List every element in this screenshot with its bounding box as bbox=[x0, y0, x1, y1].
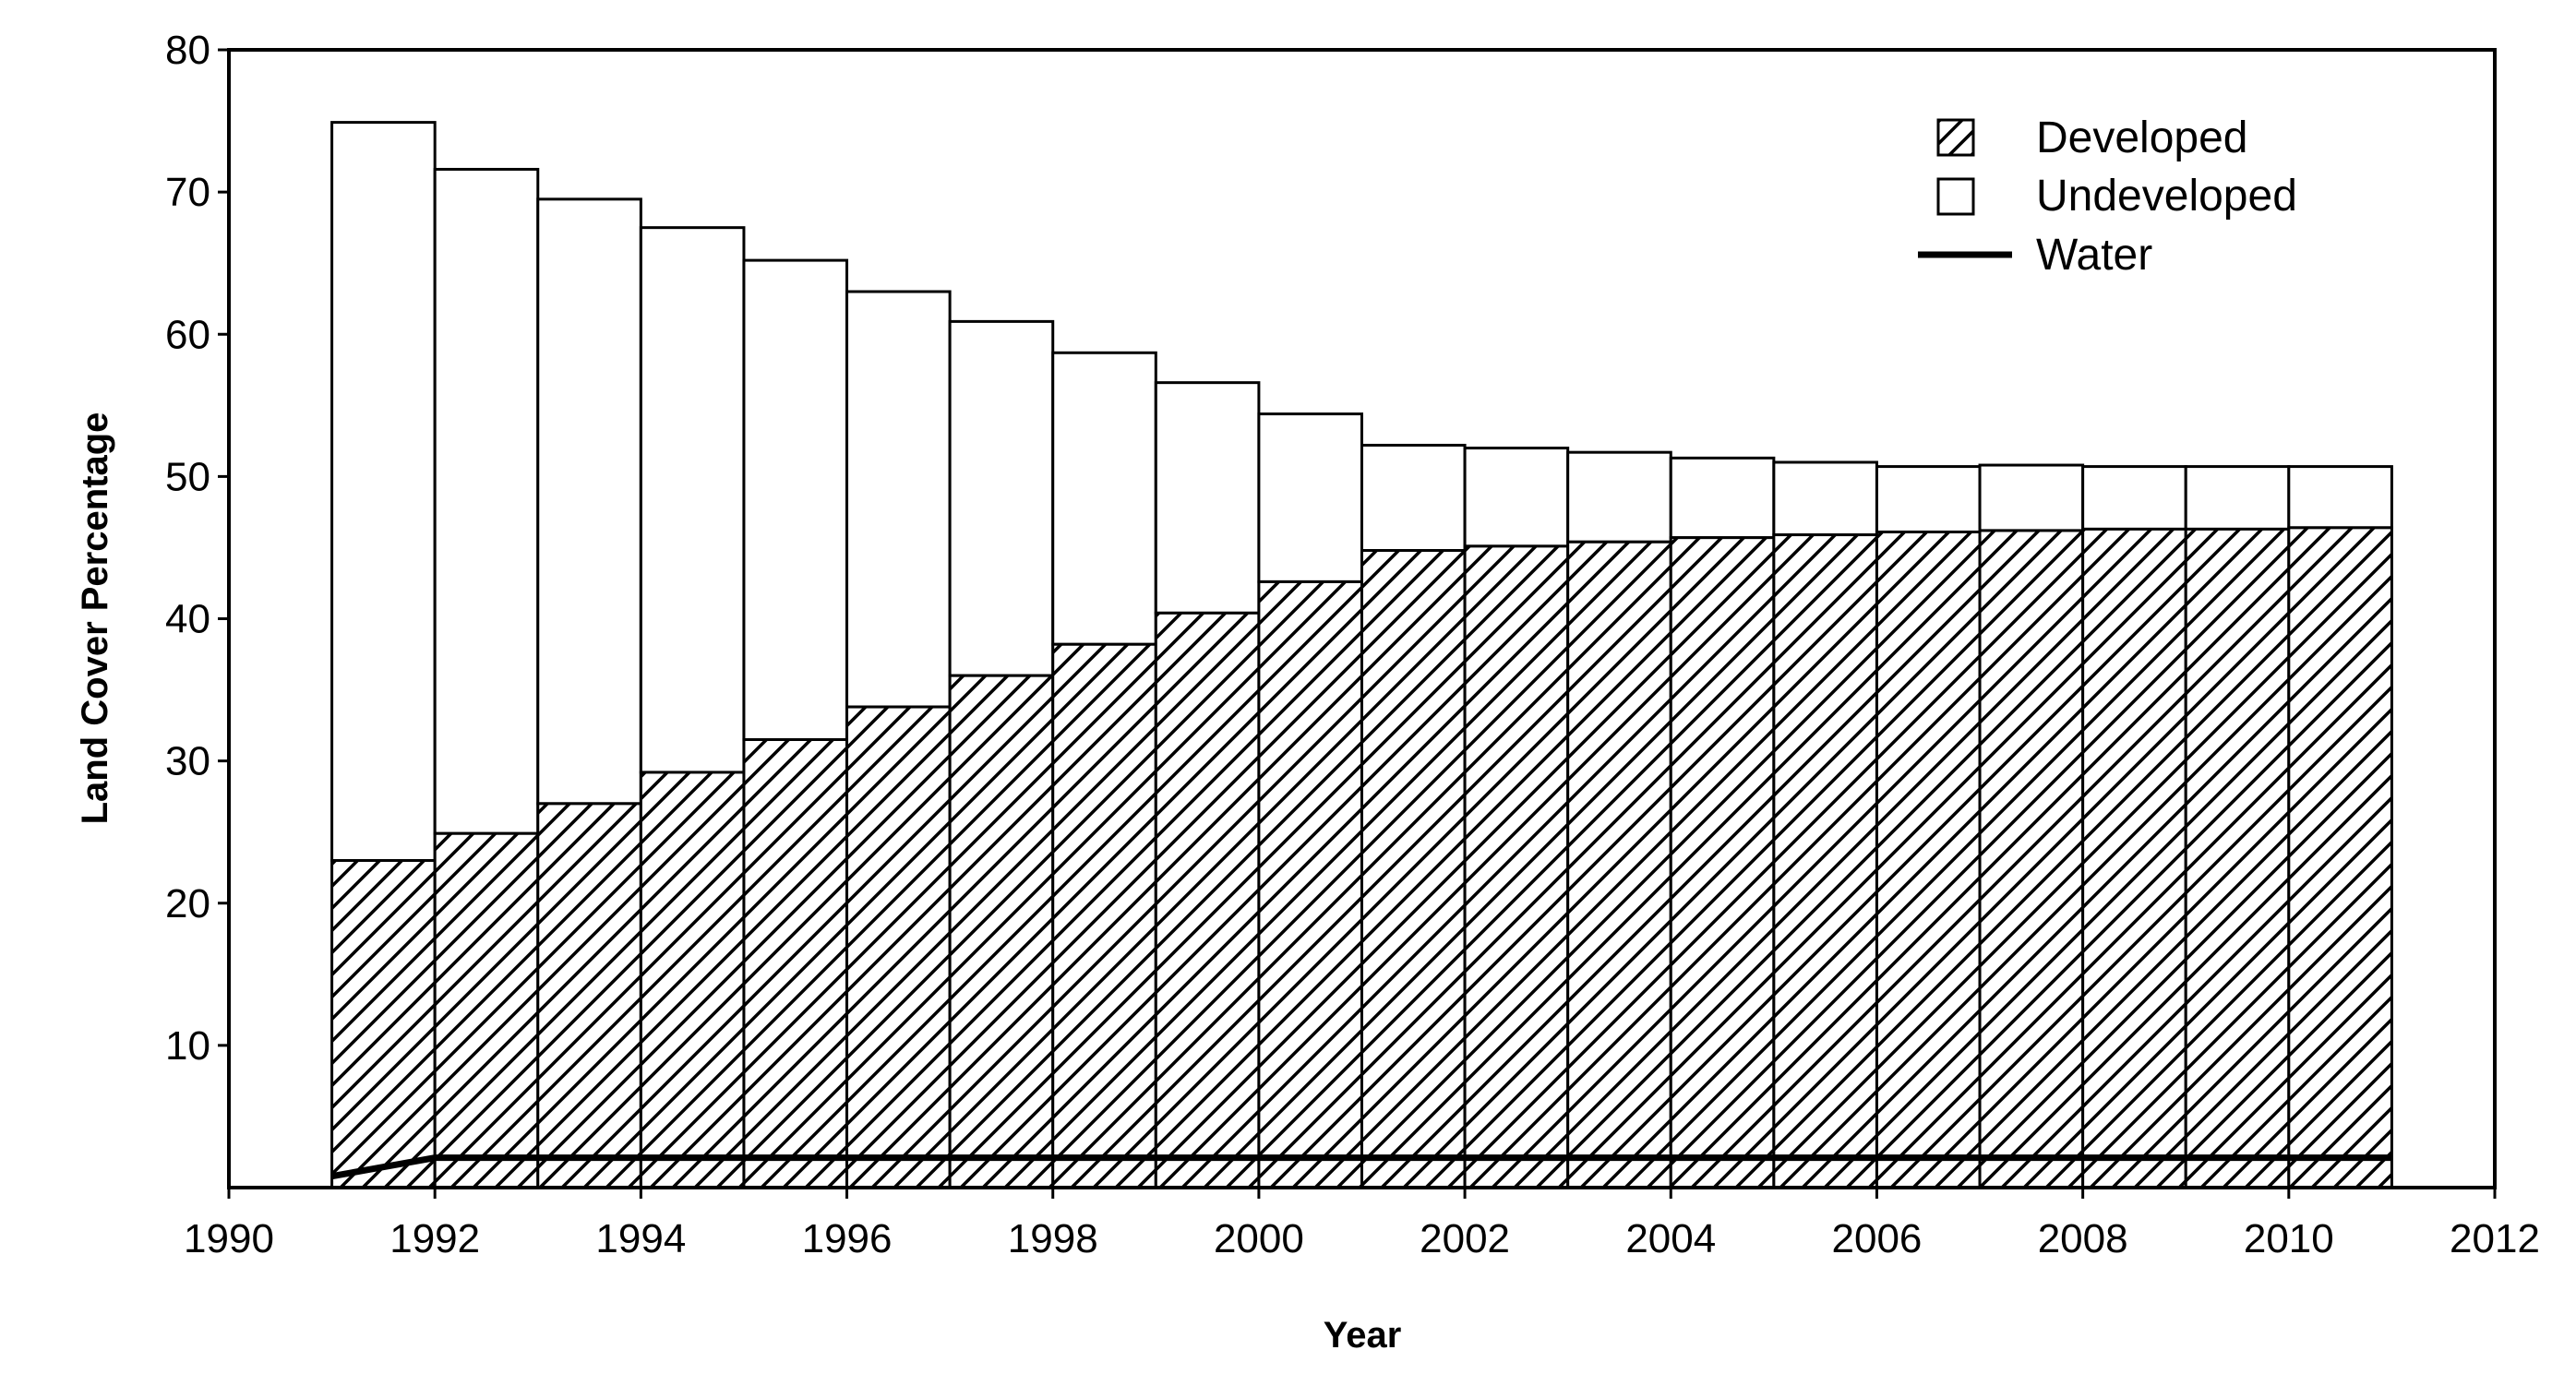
y-tick-label: 50 bbox=[165, 454, 210, 499]
bar-undeveloped-1994 bbox=[639, 226, 746, 774]
bar-developed-2009 bbox=[2184, 527, 2291, 1189]
water-line bbox=[330, 1154, 2392, 1180]
x-tick-label: 2000 bbox=[1214, 1216, 1304, 1261]
legend-swatch-undeveloped bbox=[1936, 177, 1975, 216]
bar-undeveloped-2007 bbox=[1978, 463, 2085, 532]
bar-undeveloped-2003 bbox=[1566, 450, 1672, 544]
bar-developed-2008 bbox=[2081, 527, 2187, 1189]
legend: Developed Undeveloped Water bbox=[1918, 114, 2297, 280]
bar-undeveloped-1993 bbox=[536, 197, 642, 806]
x-tick-label: 1992 bbox=[389, 1216, 480, 1261]
bar-undeveloped-2010 bbox=[2287, 465, 2393, 530]
bar-undeveloped-1996 bbox=[845, 290, 952, 709]
bar-developed-2004 bbox=[1669, 536, 1776, 1189]
x-tick-label: 2002 bbox=[1420, 1216, 1510, 1261]
bar-undeveloped-2005 bbox=[1772, 460, 1878, 537]
bar-undeveloped-2006 bbox=[1875, 465, 1982, 533]
legend-swatch-developed bbox=[1936, 118, 1975, 157]
bar-developed-2006 bbox=[1875, 530, 1982, 1189]
bar-developed-1997 bbox=[948, 674, 1055, 1189]
bar-undeveloped-2001 bbox=[1360, 443, 1467, 553]
bar-developed-2010 bbox=[2287, 526, 2393, 1189]
bar-developed-2001 bbox=[1360, 549, 1467, 1189]
bar-undeveloped-2008 bbox=[2081, 465, 2187, 531]
legend-label-developed: Developed bbox=[2036, 114, 2248, 162]
y-tick-label: 80 bbox=[165, 28, 210, 73]
bar-undeveloped-2009 bbox=[2184, 465, 2291, 531]
y-tick-label: 30 bbox=[165, 739, 210, 784]
bar-developed-1998 bbox=[1051, 642, 1157, 1189]
bar-developed-2002 bbox=[1463, 544, 1570, 1189]
x-tick-label: 2004 bbox=[1625, 1216, 1716, 1261]
bar-undeveloped-1999 bbox=[1154, 381, 1261, 615]
x-tick-label: 2008 bbox=[2038, 1216, 2128, 1261]
x-tick-label: 1994 bbox=[595, 1216, 686, 1261]
y-tick-label: 60 bbox=[165, 312, 210, 357]
x-tick-label: 2012 bbox=[2450, 1216, 2540, 1261]
y-tick-label: 10 bbox=[165, 1023, 210, 1069]
bar-developed-1995 bbox=[742, 738, 849, 1189]
y-tick-label: 40 bbox=[165, 597, 210, 642]
axis-ticks: 1990 1992 1994 1996 1998 2000 2002 2004 2006 2008… bbox=[165, 28, 2540, 1261]
water-series bbox=[330, 1154, 2392, 1180]
x-tick-label: 2010 bbox=[2244, 1216, 2334, 1261]
bar-developed-2003 bbox=[1566, 540, 1672, 1189]
bar-developed-2005 bbox=[1772, 533, 1878, 1189]
bar-developed-1993 bbox=[536, 802, 642, 1189]
x-axis-title: Year bbox=[1324, 1315, 1402, 1356]
bar-developed-1996 bbox=[845, 705, 952, 1189]
bar-developed-2007 bbox=[1978, 529, 2085, 1189]
bars bbox=[330, 121, 2393, 1189]
bar-undeveloped-1998 bbox=[1051, 351, 1157, 646]
bar-undeveloped-2000 bbox=[1257, 412, 1363, 583]
bar-undeveloped-1991 bbox=[330, 121, 437, 863]
x-tick-label: 1990 bbox=[184, 1216, 274, 1261]
x-tick-label: 1996 bbox=[802, 1216, 893, 1261]
bar-undeveloped-1997 bbox=[948, 319, 1055, 677]
legend-label-water: Water bbox=[2036, 231, 2152, 280]
bar-undeveloped-2002 bbox=[1463, 447, 1570, 548]
y-tick-label: 70 bbox=[165, 170, 210, 215]
x-tick-label: 2006 bbox=[1832, 1216, 1923, 1261]
legend-label-undeveloped: Undeveloped bbox=[2036, 172, 2297, 221]
bar-developed-2000 bbox=[1257, 579, 1363, 1189]
bar-developed-1991 bbox=[330, 859, 437, 1189]
x-tick-label: 1998 bbox=[1008, 1216, 1098, 1261]
bar-undeveloped-1992 bbox=[433, 167, 540, 835]
bar-undeveloped-2004 bbox=[1669, 456, 1776, 540]
bar-developed-1994 bbox=[639, 771, 746, 1189]
bar-developed-1999 bbox=[1154, 611, 1261, 1189]
bar-developed-1992 bbox=[433, 831, 540, 1189]
bar-undeveloped-1995 bbox=[742, 258, 849, 742]
y-tick-label: 20 bbox=[165, 881, 210, 926]
y-axis-title: Land Cover Percentage bbox=[75, 412, 115, 825]
